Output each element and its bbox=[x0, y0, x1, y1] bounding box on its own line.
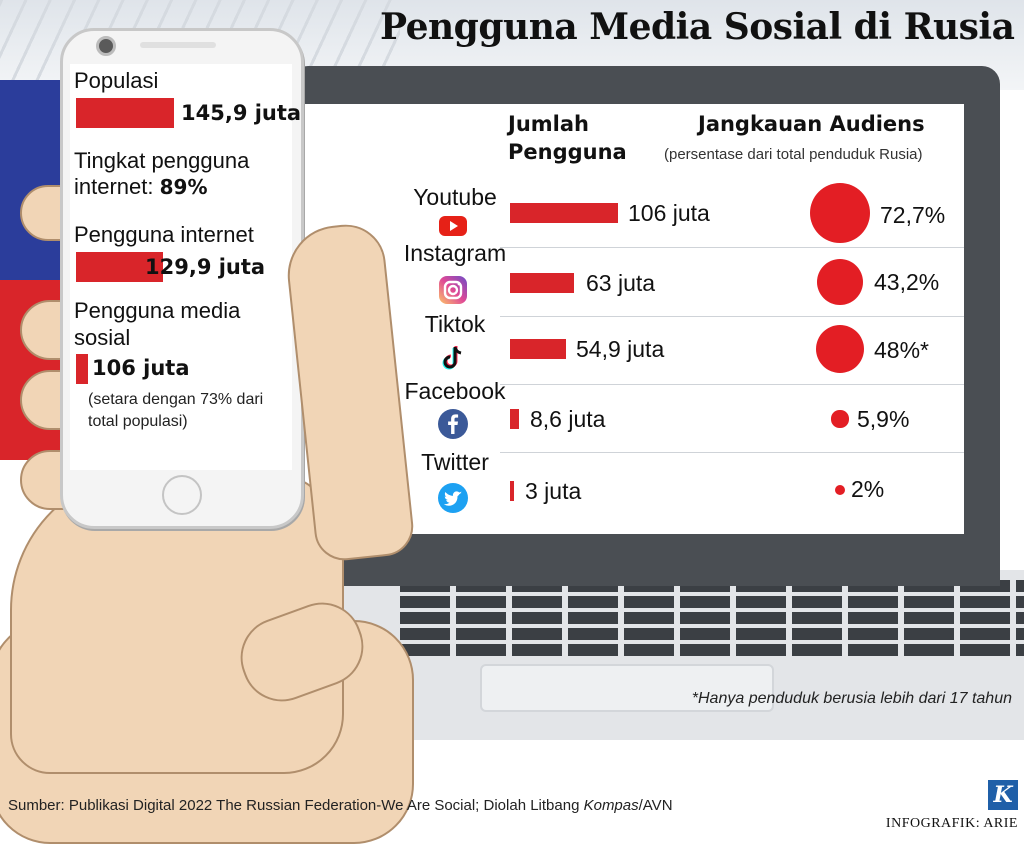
tingkat-label-text: internet: bbox=[74, 174, 160, 199]
phone-stat-bar bbox=[76, 98, 174, 128]
platform-name: Youtube bbox=[413, 184, 497, 210]
row-separator bbox=[500, 316, 964, 317]
user-value-label: 3 juta bbox=[525, 478, 582, 504]
media-note-line1: (setara dengan 73% dari bbox=[88, 391, 264, 408]
reach-value-label: 43,2% bbox=[874, 269, 940, 295]
phone-stat-bar bbox=[76, 354, 88, 384]
laptop-trackpad bbox=[480, 664, 774, 712]
platform-name: Tiktok bbox=[424, 311, 486, 337]
tingkat-label-line1: Tingkat pengguna bbox=[74, 148, 250, 173]
reach-value-label: 5,9% bbox=[857, 406, 910, 432]
platform-name: Twitter bbox=[421, 449, 489, 475]
phone-camera bbox=[96, 36, 116, 56]
media-label-line1: Pengguna media bbox=[74, 298, 241, 323]
instagram-icon bbox=[439, 276, 467, 304]
reach-circle bbox=[810, 183, 870, 243]
source-suffix: /AVN bbox=[638, 797, 673, 814]
tiktok-icon bbox=[442, 346, 462, 370]
infographic-credit: INFOGRAFIK: ARIE bbox=[885, 816, 1018, 831]
user-value-label: 106 juta bbox=[628, 200, 710, 226]
media-note-line2: total populasi) bbox=[88, 413, 188, 430]
kompas-logo: K bbox=[988, 780, 1018, 810]
media-value: 106 juta bbox=[92, 356, 190, 380]
tingkat-value: 89% bbox=[159, 175, 208, 199]
user-bar bbox=[510, 339, 566, 359]
phone-stat-bar bbox=[76, 252, 164, 282]
reach-value-label: 48%* bbox=[874, 337, 929, 363]
laptop-keyboard-rows bbox=[400, 580, 1024, 660]
user-bar bbox=[510, 481, 514, 501]
platform-name: Instagram bbox=[403, 240, 507, 266]
phone-home-button bbox=[162, 475, 202, 515]
page-title: Pengguna Media Sosial di Rusia bbox=[380, 6, 1015, 48]
media-label-line2: sosial bbox=[74, 325, 131, 350]
user-value-label: 63 juta bbox=[586, 270, 656, 296]
youtube-icon bbox=[439, 216, 467, 236]
phone-speaker bbox=[140, 42, 216, 48]
facebook-icon bbox=[438, 409, 468, 439]
populasi-label: Populasi bbox=[74, 68, 159, 93]
tingkat-label-line2: internet: 89% bbox=[74, 174, 207, 200]
internet-value: 129,9 juta bbox=[145, 255, 266, 279]
user-bar bbox=[510, 409, 519, 429]
user-value-label: 8,6 juta bbox=[530, 406, 606, 432]
platform-name: Facebook bbox=[404, 378, 506, 404]
laptop-screen bbox=[300, 104, 964, 534]
col-reach-header: Jangkauan Audiens bbox=[698, 112, 925, 136]
user-bar bbox=[510, 203, 618, 223]
reach-circle bbox=[831, 410, 849, 428]
row-separator bbox=[500, 384, 964, 385]
internet-label: Pengguna internet bbox=[74, 222, 254, 247]
col-users-header-line1: Jumlah bbox=[508, 112, 589, 136]
source-text: Sumber: Publikasi Digital 2022 The Russi… bbox=[8, 797, 584, 814]
populasi-value: 145,9 juta bbox=[181, 101, 302, 125]
row-separator bbox=[500, 452, 964, 453]
reach-value-label: 2% bbox=[851, 476, 885, 502]
source-publisher: Kompas bbox=[583, 797, 639, 814]
source-note: Sumber: Publikasi Digital 2022 The Russi… bbox=[8, 797, 673, 814]
col-users-header-line2: Pengguna bbox=[508, 140, 627, 164]
reach-value-label: 72,7% bbox=[880, 202, 946, 228]
reach-circle bbox=[816, 258, 864, 306]
user-value-label: 54,9 juta bbox=[576, 336, 665, 362]
reach-circle bbox=[835, 485, 845, 495]
reach-circle bbox=[815, 324, 865, 374]
user-bar bbox=[510, 273, 575, 293]
footnote: *Hanya penduduk berusia lebih dari 17 ta… bbox=[691, 690, 1012, 707]
col-reach-subheader: (persentase dari total penduduk Rusia) bbox=[664, 146, 923, 163]
twitter-icon bbox=[438, 483, 468, 513]
row-separator bbox=[500, 247, 964, 248]
flag-blue-stripe bbox=[0, 80, 70, 280]
